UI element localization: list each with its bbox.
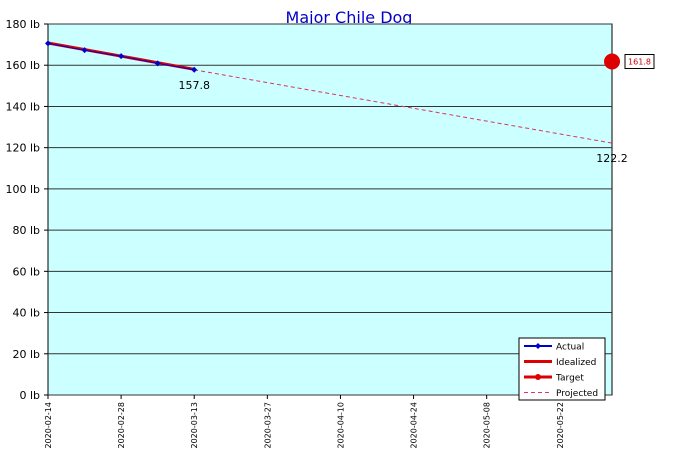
- y-tick-label: 100 lb: [5, 183, 40, 196]
- x-tick-label: 2020-05-22: [556, 402, 565, 449]
- legend-label-projected: Projected: [556, 389, 598, 399]
- axes: 0 lb 20 lb 40 lb 60 lb 80 lb 100 lb 120 lb 140 …: [5, 18, 564, 449]
- x-tick-label: 2020-03-13: [190, 402, 199, 449]
- y-tick-label: 0 lb: [19, 389, 40, 402]
- series-projected-line: [194, 69, 613, 144]
- x-tick-label: 2020-02-28: [117, 402, 126, 449]
- target-point: [604, 53, 620, 70]
- legend: Actual Idealized Target Projected: [518, 337, 606, 401]
- y-tick-label: 140 lb: [5, 100, 40, 113]
- actual-point: [191, 66, 198, 73]
- x-tick-label: 2020-05-08: [483, 402, 492, 449]
- actual-point: [81, 47, 88, 54]
- y-tick-label: 20 lb: [12, 348, 40, 361]
- plot-area: [47, 23, 613, 396]
- series: [45, 40, 620, 144]
- chart-title: Major Chile Dog: [286, 8, 413, 27]
- y-tick-label: 120 lb: [5, 142, 40, 155]
- legend-box: [518, 337, 606, 401]
- y-tick-label: 160 lb: [5, 59, 40, 72]
- y-tick-label: 180 lb: [5, 18, 40, 31]
- legend-label-actual: Actual: [556, 343, 584, 353]
- x-tick-label: 2020-03-27: [263, 402, 272, 449]
- annotations: 157.8 122.2 161.8: [178, 54, 655, 165]
- data-label-122-2: 122.2: [596, 152, 628, 165]
- y-tick-label: 60 lb: [12, 265, 40, 278]
- legend-marker-actual: [535, 343, 541, 349]
- y-tick-label: 40 lb: [12, 307, 40, 320]
- data-label-161-8: 161.8: [628, 58, 651, 67]
- legend-marker-target: [535, 374, 541, 380]
- actual-point: [118, 53, 125, 60]
- legend-label-idealized: Idealized: [556, 358, 596, 368]
- y-tick-label: 80 lb: [12, 224, 40, 237]
- actual-point: [45, 40, 51, 47]
- x-tick-label: 2020-04-10: [336, 402, 345, 449]
- grid-lines: [48, 23, 612, 396]
- actual-point: [154, 60, 161, 67]
- legend-label-target: Target: [555, 374, 584, 384]
- x-tick-label: 2020-04-24: [410, 402, 419, 449]
- data-label-157-8: 157.8: [178, 79, 210, 92]
- target-value-box: [624, 54, 655, 70]
- x-tick-label: 2020-02-14: [44, 402, 53, 449]
